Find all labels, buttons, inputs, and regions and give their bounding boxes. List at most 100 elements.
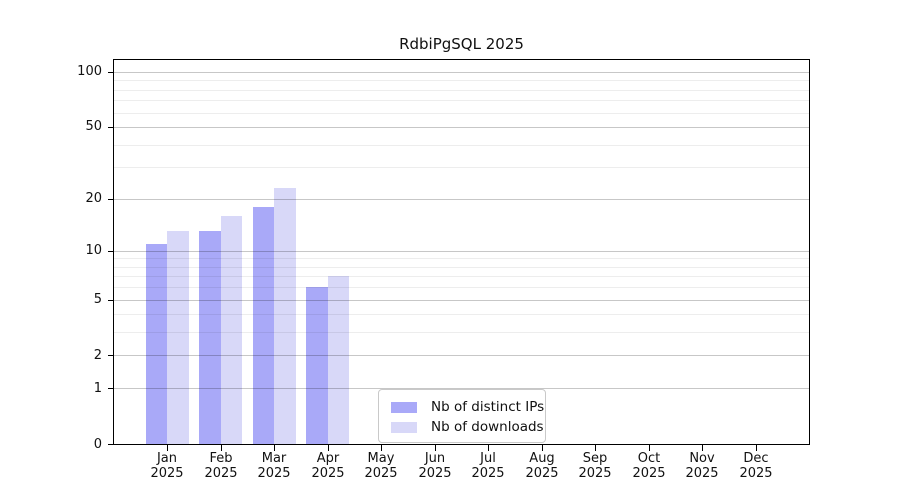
- bar-nb-of-distinct-ips-mar: [252, 206, 275, 444]
- x-tick-label-sep: Sep 2025: [563, 451, 627, 481]
- month-label: Jul: [480, 451, 496, 466]
- gridline-y-60: [114, 113, 809, 114]
- x-tick-aug: [542, 445, 543, 451]
- x-tick-jul: [488, 445, 489, 451]
- gridline-y-10: [114, 251, 809, 252]
- legend-label-distinct-ips: Nb of distinct IPs: [431, 399, 545, 415]
- x-tick-label-feb: Feb 2025: [189, 451, 253, 481]
- y-tick-20: [108, 199, 113, 200]
- legend-swatch-downloads: [391, 421, 417, 433]
- legend-item-downloads: Nb of downloads: [391, 417, 545, 437]
- year-label: 2025: [204, 465, 238, 481]
- gridline-y-100: [114, 72, 809, 73]
- y-tick-50: [108, 127, 113, 128]
- legend-label-downloads: Nb of downloads: [431, 419, 544, 435]
- month-label: Mar: [261, 451, 287, 466]
- y-tick-label-2: 2: [93, 348, 102, 363]
- month-label: May: [367, 451, 395, 466]
- legend-swatch-distinct-ips: [391, 401, 417, 413]
- x-tick-label-jan: Jan 2025: [135, 451, 199, 481]
- y-tick-label-20: 20: [85, 191, 102, 206]
- bar-nb-of-downloads-feb: [220, 215, 243, 444]
- y-tick-10: [108, 251, 113, 252]
- gridline-y-80: [114, 90, 809, 91]
- gridline-y-5: [114, 300, 809, 301]
- month-label: Apr: [316, 451, 340, 466]
- x-tick-feb: [221, 445, 222, 451]
- y-tick-100: [108, 72, 113, 73]
- plot-area: [113, 59, 810, 445]
- x-tick-may: [381, 445, 382, 451]
- bar-nb-of-downloads-apr: [327, 276, 350, 444]
- legend: Nb of distinct IPs Nb of downloads: [378, 389, 546, 443]
- x-tick-label-aug: Aug 2025: [510, 451, 574, 481]
- gridline-y-9: [114, 258, 809, 259]
- month-label: Oct: [637, 451, 661, 466]
- gridline-y-3: [114, 332, 809, 333]
- chart-title: RdbiPgSQL 2025: [399, 35, 524, 53]
- year-label: 2025: [364, 465, 398, 481]
- x-tick-jan: [167, 445, 168, 451]
- gridline-y-1: [114, 388, 809, 389]
- x-tick-label-jul: Jul 2025: [456, 451, 520, 481]
- month-label: Feb: [209, 451, 233, 466]
- x-tick-label-apr: Apr 2025: [296, 451, 360, 481]
- x-tick-sep: [595, 445, 596, 451]
- bar-nb-of-distinct-ips-apr: [306, 287, 328, 444]
- gridline-y-20: [114, 199, 809, 200]
- y-tick-label-1: 1: [93, 381, 102, 396]
- y-tick-label-0: 0: [93, 437, 102, 452]
- x-tick-oct: [649, 445, 650, 451]
- year-label: 2025: [471, 465, 505, 481]
- x-tick-label-may: May 2025: [349, 451, 413, 481]
- gridline-y-4: [114, 314, 809, 315]
- x-tick-label-dec: Dec 2025: [724, 451, 788, 481]
- y-tick-1: [108, 388, 113, 389]
- gridline-y-90: [114, 80, 809, 81]
- x-tick-nov: [702, 445, 703, 451]
- month-label: Nov: [689, 451, 715, 466]
- gridline-y-30: [114, 167, 809, 168]
- y-tick-label-50: 50: [85, 119, 102, 134]
- y-tick-label-5: 5: [93, 292, 102, 307]
- gridline-y-7: [114, 276, 809, 277]
- gridline-y-50: [114, 127, 809, 128]
- x-tick-label-oct: Oct 2025: [617, 451, 681, 481]
- bar-nb-of-downloads-jan: [167, 231, 189, 444]
- y-tick-0: [108, 444, 113, 445]
- gridlines-layer: [114, 60, 809, 444]
- year-label: 2025: [578, 465, 612, 481]
- year-label: 2025: [685, 465, 719, 481]
- gridline-y-6: [114, 287, 809, 288]
- y-tick-2: [108, 355, 113, 356]
- gridline-y-70: [114, 100, 809, 101]
- year-label: 2025: [525, 465, 559, 481]
- y-tick-label-100: 100: [77, 64, 102, 79]
- year-label: 2025: [632, 465, 666, 481]
- month-label: Jun: [424, 451, 446, 466]
- x-tick-dec: [756, 445, 757, 451]
- x-tick-jun: [435, 445, 436, 451]
- month-label: Sep: [582, 451, 608, 466]
- bar-nb-of-downloads-mar: [274, 187, 296, 444]
- year-label: 2025: [739, 465, 773, 481]
- y-tick-label-10: 10: [85, 243, 102, 258]
- gridline-y-2: [114, 355, 809, 356]
- y-tick-5: [108, 300, 113, 301]
- bars-layer: [114, 60, 809, 444]
- bar-nb-of-distinct-ips-jan: [145, 243, 168, 444]
- year-label: 2025: [311, 465, 345, 481]
- bar-nb-of-distinct-ips-feb: [199, 231, 221, 444]
- month-label: Aug: [529, 451, 555, 466]
- legend-item-distinct-ips: Nb of distinct IPs: [391, 397, 545, 417]
- month-label: Dec: [743, 451, 769, 466]
- x-tick-mar: [274, 445, 275, 451]
- x-tick-apr: [328, 445, 329, 451]
- gridline-y-40: [114, 145, 809, 146]
- x-tick-label-mar: Mar 2025: [242, 451, 306, 481]
- year-label: 2025: [150, 465, 184, 481]
- year-label: 2025: [418, 465, 452, 481]
- x-tick-label-nov: Nov 2025: [670, 451, 734, 481]
- year-label: 2025: [257, 465, 291, 481]
